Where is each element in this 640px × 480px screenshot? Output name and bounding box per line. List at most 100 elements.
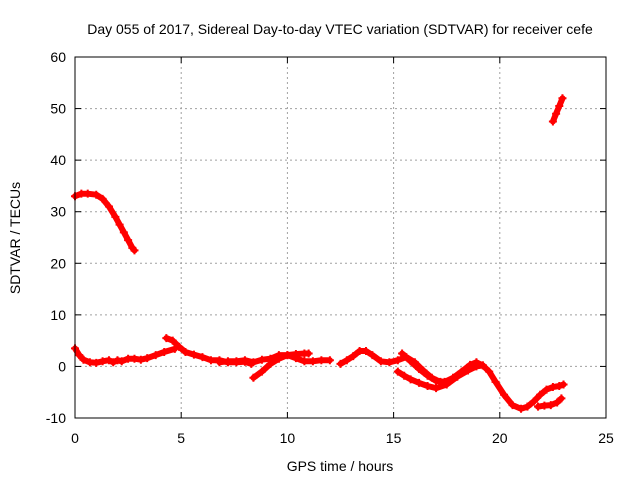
data-point xyxy=(98,357,107,366)
data-point xyxy=(398,349,407,358)
series-arc-4 xyxy=(215,351,334,367)
series-arc-8 xyxy=(398,349,568,413)
data-point xyxy=(508,401,517,410)
y-tick-label: -10 xyxy=(46,410,66,426)
data-point xyxy=(160,347,169,356)
data-point xyxy=(500,390,509,399)
data-point xyxy=(151,351,160,360)
data-point xyxy=(215,358,224,367)
data-point xyxy=(117,357,126,366)
y-tick-label: 10 xyxy=(50,307,66,323)
data-point xyxy=(109,358,118,367)
data-point xyxy=(523,402,532,411)
data-point xyxy=(317,356,326,365)
data-point xyxy=(393,367,402,376)
data-point xyxy=(491,377,500,386)
data-point xyxy=(368,351,377,360)
data-point xyxy=(472,358,481,367)
data-point xyxy=(266,359,275,368)
data-point xyxy=(115,220,124,229)
x-tick-label: 25 xyxy=(598,430,614,446)
data-point xyxy=(223,357,232,366)
data-point xyxy=(415,365,424,374)
data-point xyxy=(232,357,241,366)
data-point xyxy=(478,361,487,370)
x-tick-label: 0 xyxy=(71,430,79,446)
data-point xyxy=(325,356,334,365)
data-point xyxy=(300,357,309,366)
data-point xyxy=(308,357,317,366)
data-point xyxy=(485,367,494,376)
series-line xyxy=(72,190,138,254)
data-point xyxy=(423,382,432,391)
series-arc-1 xyxy=(71,189,139,255)
data-point xyxy=(304,349,313,358)
data-point xyxy=(393,356,402,365)
data-point xyxy=(198,353,207,362)
data-point xyxy=(361,346,370,355)
data-point xyxy=(552,109,561,118)
series-arc-5 xyxy=(249,349,313,382)
data-point xyxy=(546,401,555,410)
data-point xyxy=(400,371,409,380)
y-tick-label: 60 xyxy=(50,49,66,65)
data-point xyxy=(257,355,266,364)
y-tick-label: 50 xyxy=(50,101,66,117)
x-tick-label: 20 xyxy=(492,430,508,446)
data-point xyxy=(555,382,564,391)
x-axis-title: GPS time / hours xyxy=(287,458,394,474)
data-point xyxy=(168,336,177,345)
chart-title: Day 055 of 2017, Sidereal Day-to-day VTE… xyxy=(87,21,593,37)
data-point xyxy=(542,385,551,394)
data-point xyxy=(92,190,101,199)
data-point xyxy=(75,351,84,360)
data-point xyxy=(249,373,258,382)
x-tick-label: 5 xyxy=(177,430,185,446)
data-point xyxy=(83,189,92,198)
series-arc-10 xyxy=(548,94,567,126)
data-point xyxy=(206,356,215,365)
series-line xyxy=(549,95,566,125)
data-point xyxy=(349,352,358,361)
data-point xyxy=(548,383,557,392)
y-tick-label: 30 xyxy=(50,204,66,220)
data-point xyxy=(92,358,101,367)
data-point xyxy=(457,367,466,376)
data-point xyxy=(130,246,139,255)
data-point xyxy=(534,402,543,411)
data-point xyxy=(274,354,283,363)
y-axis-title: SDTVAR / TECUs xyxy=(7,182,23,294)
data-point xyxy=(249,358,258,367)
data-point xyxy=(423,371,432,380)
data-point xyxy=(181,347,190,356)
data-point xyxy=(124,236,133,245)
data-point xyxy=(548,117,557,126)
data-point xyxy=(440,377,449,386)
data-point xyxy=(98,194,107,203)
data-point xyxy=(536,390,545,399)
data-point xyxy=(336,359,345,368)
data-point xyxy=(517,404,526,413)
data-point xyxy=(136,355,145,364)
plot-frame xyxy=(74,56,607,419)
data-point xyxy=(449,373,458,382)
series xyxy=(71,94,568,413)
data-point xyxy=(283,351,292,360)
data-point xyxy=(175,342,184,351)
data-point xyxy=(104,356,113,365)
data-point xyxy=(130,354,139,363)
data-point xyxy=(466,360,475,369)
data-point xyxy=(376,357,385,366)
data-point xyxy=(189,350,198,359)
data-point xyxy=(432,376,441,385)
data-point xyxy=(111,212,120,221)
data-point xyxy=(555,101,564,110)
data-point xyxy=(113,356,122,365)
data-point xyxy=(257,367,266,376)
data-point xyxy=(79,355,88,364)
data-point xyxy=(406,357,415,366)
series-arc-2 xyxy=(71,344,179,367)
data-point xyxy=(291,350,300,359)
x-tick-label: 15 xyxy=(386,430,402,446)
